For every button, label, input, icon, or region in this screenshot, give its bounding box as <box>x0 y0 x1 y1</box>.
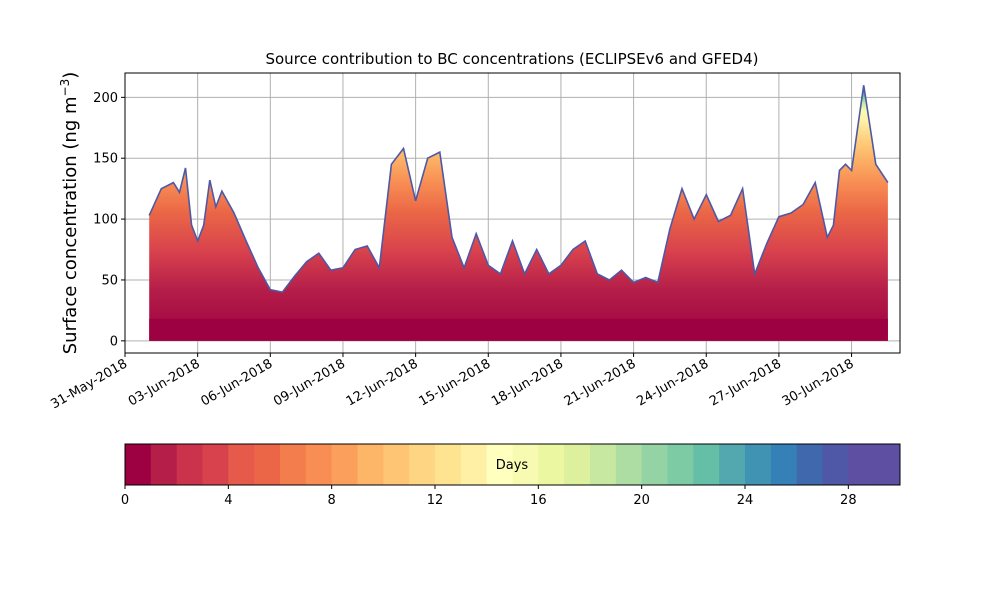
colorbar-bin <box>796 444 823 485</box>
colorbar-bin <box>564 444 591 485</box>
colorbar-tick-label: 4 <box>224 493 232 508</box>
colorbar-bin <box>848 444 875 485</box>
colorbar-bin <box>280 444 307 485</box>
colorbar-bin <box>693 444 720 485</box>
colorbar-bin <box>254 444 281 485</box>
colorbar-tick-label: 24 <box>737 493 754 508</box>
total-series-line <box>148 85 889 293</box>
x-tick-label: 03-Jun-2018 <box>126 356 203 409</box>
x-axis: 31-May-201803-Jun-201806-Jun-201809-Jun-… <box>48 353 857 412</box>
colorbar-bin <box>357 444 384 485</box>
colorbar-bin <box>125 444 152 485</box>
y-tick-label: 150 <box>93 152 118 167</box>
colorbar-bin <box>512 444 539 485</box>
colorbar-bin <box>641 444 668 485</box>
colorbar-tick-label: 16 <box>530 493 547 508</box>
colorbar-bin <box>150 444 178 485</box>
axes-frame <box>124 72 901 354</box>
colorbar-bin <box>486 444 513 485</box>
x-tick-label: 18-Jun-2018 <box>489 356 566 409</box>
colorbar-bin <box>202 444 229 485</box>
colorbar-frame <box>124 443 901 486</box>
colorbar-bin <box>435 444 462 485</box>
x-tick-label: 09-Jun-2018 <box>271 356 348 409</box>
colorbar-bin <box>305 444 333 485</box>
x-tick-label: 27-Jun-2018 <box>707 356 784 409</box>
stacked-area-plot <box>148 85 889 341</box>
colorbar-bin <box>770 444 798 485</box>
colorbar-bin <box>538 444 565 485</box>
x-tick-label: 21-Jun-2018 <box>562 356 639 409</box>
colorbar-bin <box>667 444 694 485</box>
y-tick-label: 50 <box>101 273 118 288</box>
colorbar-bin <box>409 444 436 485</box>
stacked-area-fill <box>149 85 888 341</box>
y-tick-label: 100 <box>93 213 118 228</box>
colorbar-tick-label: 8 <box>328 493 336 508</box>
colorbar-bin <box>745 444 772 485</box>
colorbar-bin <box>615 444 643 485</box>
chart-title: Source contribution to BC concentrations… <box>265 50 758 68</box>
colorbar-tick-label: 0 <box>121 493 129 508</box>
y-axis-label: Surface concentration (ng m−3) <box>58 72 81 355</box>
y-axis-label-unit-exponent: −3 <box>58 79 72 97</box>
colorbar-bin <box>719 444 746 485</box>
y-tick-label: 200 <box>93 91 118 106</box>
x-tick-label: 31-May-2018 <box>48 356 130 412</box>
x-tick-label: 15-Jun-2018 <box>416 356 493 409</box>
colorbar-bin <box>822 444 849 485</box>
colorbar: 0 4 8 12 16 20 24 28 <box>121 443 901 508</box>
base-layer-band <box>149 318 888 341</box>
colorbar-tick-label: 28 <box>840 493 857 508</box>
colorbar-bin <box>228 444 255 485</box>
x-tick-label: 30-Jun-2018 <box>780 356 857 409</box>
colorbar-tick-label: 20 <box>633 493 650 508</box>
colorbar-label: Days <box>496 458 529 473</box>
colorbar-bin <box>331 444 358 485</box>
colorbar-bin <box>874 444 901 485</box>
colorbar-bin <box>590 444 617 485</box>
y-tick-label: 0 <box>110 334 118 349</box>
x-tick-label: 06-Jun-2018 <box>198 356 275 409</box>
colorbar-bin <box>176 444 203 485</box>
x-tick-label: 24-Jun-2018 <box>634 356 711 409</box>
colorbar-bin <box>383 444 410 485</box>
colorbar-bin <box>460 444 488 485</box>
x-tick-label: 12-Jun-2018 <box>344 356 421 409</box>
y-axis: 0 50 100 150 200 <box>93 91 125 349</box>
colorbar-tick-label: 12 <box>427 493 444 508</box>
